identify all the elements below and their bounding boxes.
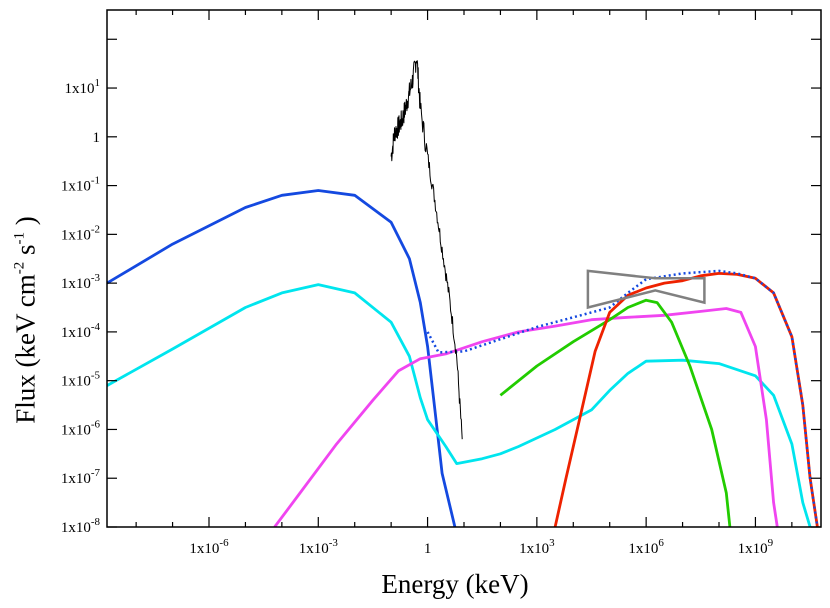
x-tick-label: 1x10-3 xyxy=(299,537,339,557)
plot-frame xyxy=(106,9,822,528)
y-tick-label: 1x10-5 xyxy=(61,370,101,390)
series-synchrotron-cyan xyxy=(107,283,812,527)
series-synchrotron-blue xyxy=(107,189,457,527)
y-tick-label: 1x101 xyxy=(65,77,101,97)
y-axis-title-exp2: -1 xyxy=(11,231,28,245)
axis-ticks xyxy=(107,10,821,528)
y-tick-label: 1x10-8 xyxy=(61,516,101,536)
y-tick-label: 1x10-2 xyxy=(61,223,100,243)
y-tick-label: 1x10-4 xyxy=(61,321,101,341)
series-total-dotted xyxy=(426,269,819,527)
series-ec-green xyxy=(499,298,732,527)
x-tick-label: 1x103 xyxy=(519,537,555,557)
y-tick-labels: 1x101 1 1x10-1 1x10-2 1x10-3 1x10-4 1x10-5 1x10… xyxy=(61,77,101,536)
y-axis-title-exp1: -2 xyxy=(11,261,28,275)
y-axis-title: Flux (keV cm-2 s-1 ) xyxy=(11,216,42,424)
series-xray-data-black xyxy=(390,60,463,440)
x-tick-label: 1x106 xyxy=(628,537,664,557)
x-axis-title: Energy (keV) xyxy=(381,569,528,599)
y-tick-label: 1x10-1 xyxy=(61,175,100,195)
y-axis-title-prefix: Flux (keV cm xyxy=(10,274,41,424)
plot-content xyxy=(107,60,819,527)
y-axis-title-mid: s xyxy=(10,244,41,262)
y-tick-label: 1x10-3 xyxy=(61,272,101,292)
x-tick-label: 1x10-6 xyxy=(189,537,229,557)
y-axis-title-suffix: ) xyxy=(10,216,41,232)
y-tick-label: 1x10-7 xyxy=(61,467,101,487)
series-ssc-magenta xyxy=(273,307,779,527)
y-tick-label: 1x10-6 xyxy=(61,418,101,438)
x-tick-labels: 1x10-6 1x10-3 1 1x103 1x106 1x109 xyxy=(189,537,773,557)
x-tick-label: 1x109 xyxy=(738,537,774,557)
bowtie xyxy=(586,269,706,310)
x-tick-label: 1 xyxy=(424,541,432,557)
y-tick-label: 1 xyxy=(93,130,101,146)
